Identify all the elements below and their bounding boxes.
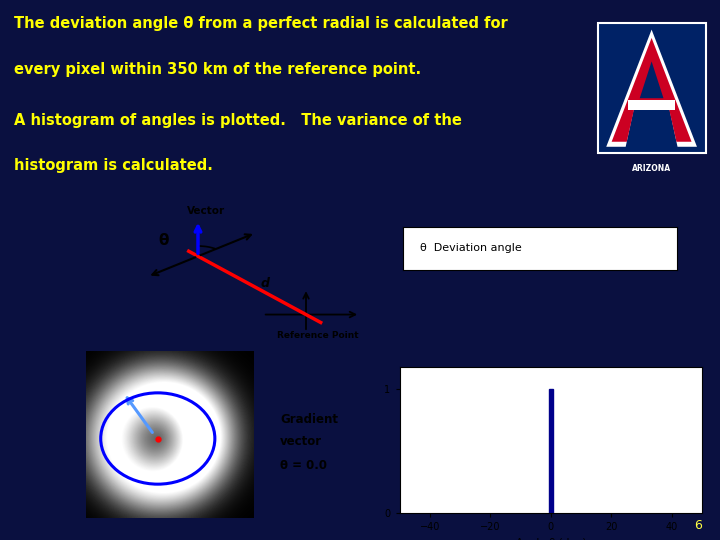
Text: 6: 6 bbox=[694, 519, 702, 532]
Polygon shape bbox=[640, 62, 664, 98]
Text: Gradient: Gradient bbox=[280, 413, 338, 426]
Text: The deviation angle θ from a perfect radial is calculated for: The deviation angle θ from a perfect rad… bbox=[14, 16, 508, 31]
Text: θ: θ bbox=[158, 233, 168, 247]
X-axis label: Angle θ (deg): Angle θ (deg) bbox=[516, 538, 586, 540]
Text: histogram is calculated.: histogram is calculated. bbox=[14, 158, 213, 173]
Text: d: d bbox=[261, 277, 270, 290]
Bar bbox=[549, 389, 553, 513]
Text: vector: vector bbox=[280, 435, 323, 448]
Polygon shape bbox=[606, 30, 697, 147]
Text: ARIZONA: ARIZONA bbox=[632, 164, 671, 173]
Polygon shape bbox=[612, 38, 692, 141]
Text: A histogram of angles is plotted.   The variance of the: A histogram of angles is plotted. The va… bbox=[14, 113, 462, 128]
Bar bbox=[628, 100, 675, 110]
Text: Reference Point: Reference Point bbox=[277, 331, 359, 340]
Text: θ  Deviation angle: θ Deviation angle bbox=[420, 244, 521, 253]
Text: Vector: Vector bbox=[187, 206, 225, 216]
Text: θ = 0.0: θ = 0.0 bbox=[280, 459, 327, 472]
Bar bbox=[598, 23, 706, 153]
Text: every pixel within 350 km of the reference point.: every pixel within 350 km of the referen… bbox=[14, 62, 421, 77]
